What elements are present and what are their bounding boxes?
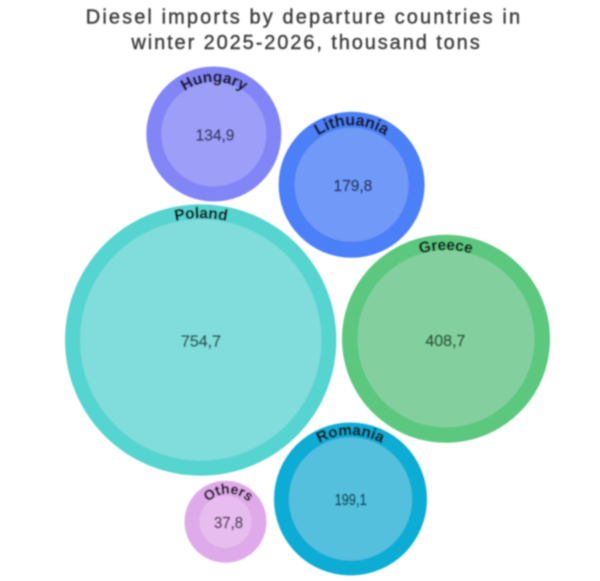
svg-text:408,7: 408,7 [425,333,465,350]
svg-text:179,8: 179,8 [334,178,373,195]
svg-text:winter 2025-2026, thousand ton: winter 2025-2026, thousand tons [130,32,481,54]
svg-text:199,1: 199,1 [335,492,367,509]
svg-text:754,7: 754,7 [181,334,221,351]
svg-text:Greece: Greece [417,237,475,258]
svg-text:Poland: Poland [173,205,229,225]
svg-text:Diesel imports by departure co: Diesel imports by departure countries in [86,7,522,29]
svg-text:134,9: 134,9 [196,128,235,145]
svg-text:37,8: 37,8 [214,515,243,532]
